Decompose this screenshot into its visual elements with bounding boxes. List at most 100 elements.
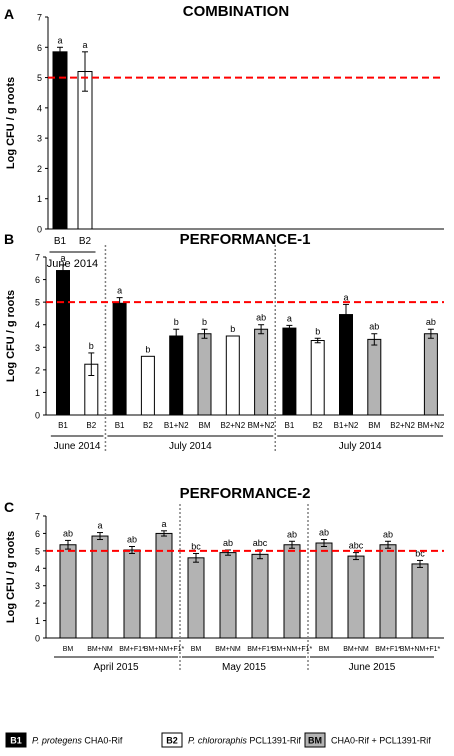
significance-letter: a	[97, 521, 102, 531]
significance-letter: a	[60, 253, 65, 263]
bar	[225, 335, 240, 416]
bar	[339, 314, 353, 416]
bar	[423, 333, 438, 416]
category-label: BM+F1*	[375, 646, 401, 653]
bar	[379, 544, 397, 639]
category-label: B2+N2	[220, 421, 245, 430]
y-tick-label: 4	[35, 320, 40, 330]
category-label: B1	[54, 236, 67, 247]
y-tick-label: 4	[35, 564, 40, 574]
significance-letter: b	[174, 317, 179, 327]
legend-code: B1	[10, 736, 22, 746]
category-label: BM	[368, 421, 380, 430]
significance-letter: b	[202, 317, 207, 327]
legend-entry: P. chlororaphis PCL1391-Rif	[188, 736, 301, 746]
significance-letter: b	[230, 324, 235, 334]
category-label: B1+N2	[334, 421, 359, 430]
chart-title: PERFORMANCE-2	[180, 485, 311, 502]
significance-letter: a	[57, 35, 62, 45]
significance-letter: b	[89, 341, 94, 351]
bar	[367, 338, 382, 416]
bar	[315, 542, 333, 639]
significance-letter: abc	[349, 541, 364, 551]
bar	[219, 552, 237, 639]
y-tick-label: 5	[35, 546, 40, 556]
significance-letter: ab	[369, 322, 379, 332]
significance-letter: ab	[256, 313, 266, 323]
legend-swatch	[304, 732, 326, 748]
y-tick-label: 0	[35, 634, 40, 644]
significance-letter: ab	[287, 529, 297, 539]
category-label: BM	[191, 646, 202, 653]
significance-letter: ab	[223, 538, 233, 548]
y-tick-label: 1	[37, 194, 42, 204]
y-tick-label: 3	[37, 134, 42, 144]
bar	[251, 553, 269, 639]
legend-entry: P. protegens CHA0-Rif	[32, 736, 123, 746]
y-tick-label: 5	[35, 298, 40, 308]
category-label: BM	[63, 646, 74, 653]
y-tick-label: 6	[35, 529, 40, 539]
bar	[411, 563, 429, 639]
bar	[123, 549, 141, 639]
significance-letter: ab	[127, 535, 137, 545]
y-axis-label: Log CFU / g roots	[5, 531, 17, 623]
legend-swatch	[161, 732, 183, 748]
category-label: B2+N2	[390, 421, 415, 430]
category-label: BM+N2	[248, 421, 275, 430]
bar	[140, 355, 155, 416]
significance-letter: a	[161, 519, 166, 529]
category-label: BM+NM+F1*	[144, 646, 185, 653]
y-tick-label: 7	[35, 512, 40, 522]
bar	[187, 557, 205, 639]
group-label: July 2014	[339, 441, 382, 452]
y-tick-label: 3	[35, 581, 40, 591]
group-label: April 2015	[93, 662, 138, 673]
bar	[347, 555, 365, 639]
panel-label: B	[4, 231, 14, 247]
bar	[112, 302, 127, 416]
significance-letter: b	[315, 326, 320, 336]
category-label: B1	[115, 421, 125, 430]
y-axis-label: Log CFU / g roots	[5, 77, 17, 169]
legend-code: BM	[308, 736, 322, 746]
bar	[254, 328, 269, 416]
chart-title: COMBINATION	[183, 3, 289, 20]
significance-letter: ab	[426, 317, 436, 327]
group-label: June 2014	[54, 441, 101, 452]
bar	[310, 340, 325, 416]
bar	[59, 544, 77, 639]
bar	[155, 532, 173, 639]
category-label: B2	[143, 421, 153, 430]
bar	[282, 327, 297, 416]
y-tick-label: 3	[35, 343, 40, 353]
bar	[56, 270, 70, 416]
y-tick-label: 6	[35, 275, 40, 285]
y-tick-label: 2	[35, 599, 40, 609]
significance-letter: a	[287, 313, 292, 323]
group-label: June 2015	[349, 662, 396, 673]
y-tick-label: 6	[37, 43, 42, 53]
category-label: BM	[199, 421, 211, 430]
significance-letter: abc	[253, 538, 268, 548]
panel-label: A	[4, 6, 14, 22]
significance-letter: a	[82, 40, 87, 50]
category-label: B2	[313, 421, 323, 430]
legend-entry: CHA0-Rif + PCL1391-Rif	[331, 736, 431, 746]
significance-letter: a	[343, 292, 348, 302]
significance-letter: ab	[63, 528, 73, 538]
legend-swatch	[5, 732, 27, 748]
y-tick-label: 5	[37, 73, 42, 83]
significance-letter: bc	[415, 548, 425, 558]
legend-code: B2	[166, 736, 178, 746]
category-label: B1	[58, 421, 68, 430]
group-label: June 2014	[47, 258, 98, 270]
bar	[283, 544, 301, 639]
bar	[169, 335, 184, 416]
category-label: BM+N2	[417, 421, 444, 430]
group-label: July 2014	[169, 441, 212, 452]
category-label: BM+F1*	[247, 646, 273, 653]
y-tick-label: 0	[35, 411, 40, 421]
category-label: BM+F1*	[119, 646, 145, 653]
